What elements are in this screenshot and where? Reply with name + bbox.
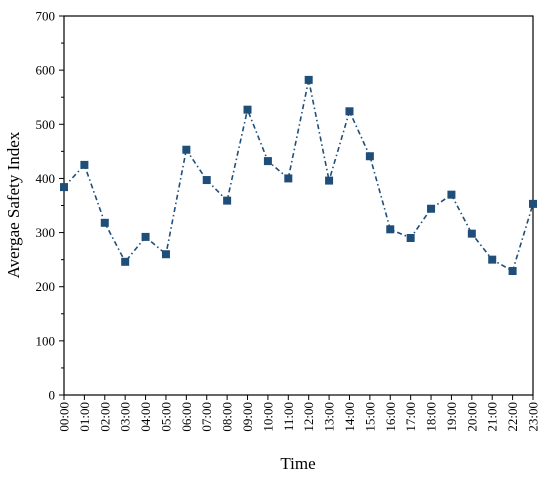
data-point [406, 233, 415, 242]
data-point [141, 232, 150, 241]
x-tick-label: 16:00 [383, 402, 398, 432]
y-tick-label: 100 [36, 333, 56, 348]
y-axis-title: Avergae Safety Index [4, 131, 23, 278]
data-point [529, 199, 537, 208]
data-point [263, 157, 272, 166]
x-tick-label: 04:00 [138, 402, 153, 432]
x-tick-label: 08:00 [220, 402, 235, 432]
data-point [80, 160, 89, 169]
x-axis-title: Time [280, 454, 315, 473]
x-tick-label: 15:00 [362, 402, 377, 432]
x-tick-label: 19:00 [444, 402, 459, 432]
y-tick-label: 400 [36, 171, 56, 186]
y-tick-label: 0 [49, 388, 56, 403]
data-point [304, 75, 313, 84]
data-point [121, 257, 130, 266]
x-tick-label: 22:00 [505, 402, 520, 432]
x-tick-label: 00:00 [57, 402, 72, 432]
data-point [488, 255, 497, 264]
series-line [63, 79, 534, 273]
data-point [325, 176, 334, 185]
data-point [161, 250, 170, 259]
data-point [100, 218, 109, 227]
x-tick-label: 10:00 [260, 402, 275, 432]
y-tick-label: 300 [36, 225, 56, 240]
data-point [427, 204, 436, 213]
data-point [447, 190, 456, 199]
x-tick-label: 01:00 [77, 402, 92, 432]
x-tick-label: 03:00 [118, 402, 133, 432]
x-tick-label: 14:00 [342, 402, 357, 432]
x-tick-label: 06:00 [179, 402, 194, 432]
data-point [243, 105, 252, 114]
y-tick-label: 200 [36, 279, 56, 294]
x-tick-label: 05:00 [158, 402, 173, 432]
y-tick-label: 500 [36, 117, 56, 132]
x-tick-label: 13:00 [322, 402, 337, 432]
x-tick-label: 07:00 [199, 402, 214, 432]
data-point [467, 229, 476, 238]
plot-area: 0 100 200 300 400 500 600 700 00:00 01:00 02:00 03:… [36, 9, 541, 432]
x-tick-label: 20:00 [464, 402, 479, 432]
data-point [182, 145, 191, 154]
y-tick-label: 700 [36, 9, 56, 24]
x-tick-label: 23:00 [526, 402, 541, 432]
data-point [386, 225, 395, 234]
x-tick-label: 09:00 [240, 402, 255, 432]
data-point [284, 174, 293, 183]
data-point [223, 196, 232, 205]
data-point [60, 183, 68, 192]
data-point [202, 176, 211, 185]
data-point [365, 152, 374, 161]
x-tick-label: 18:00 [424, 402, 439, 432]
y-tick-label: 600 [36, 63, 56, 78]
x-tick-label: 02:00 [97, 402, 112, 432]
plot-frame [63, 15, 534, 396]
x-tick-label: 11:00 [281, 402, 296, 431]
x-tick-label: 17:00 [403, 402, 418, 432]
x-tick-label: 12:00 [301, 402, 316, 432]
x-tick-label: 21:00 [485, 402, 500, 432]
data-point [345, 107, 354, 116]
data-point [508, 267, 517, 276]
